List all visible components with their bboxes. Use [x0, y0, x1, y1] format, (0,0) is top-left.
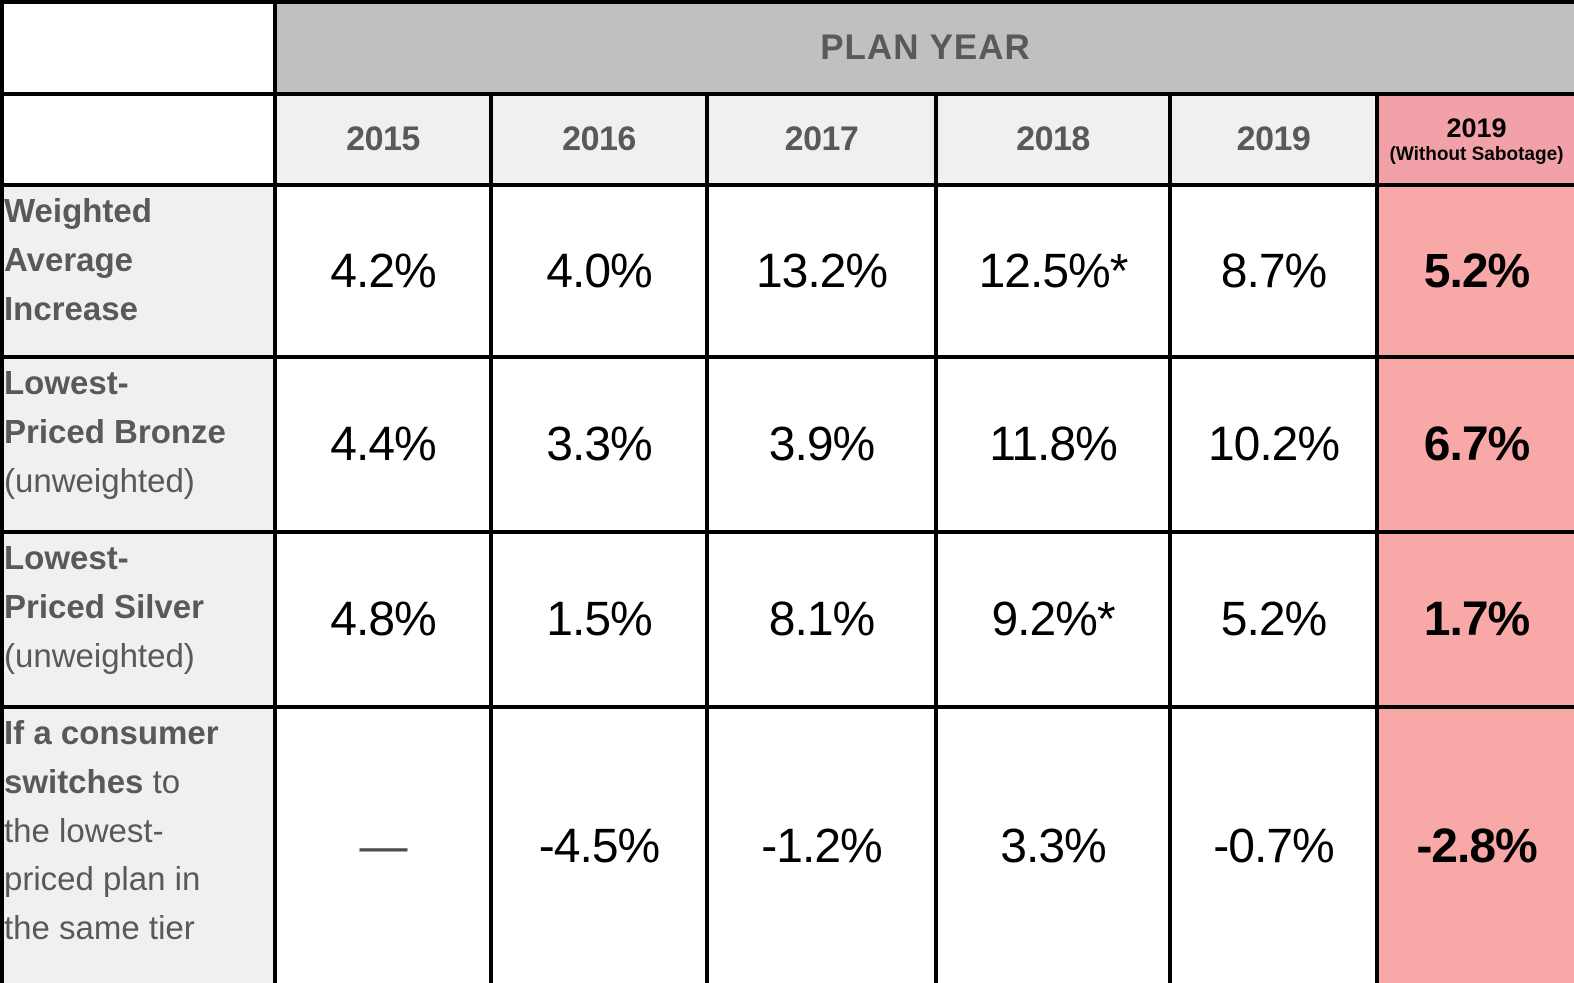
table-row-weighted-average: Weighted Average Increase 4.2% 4.0% 13.2… — [0, 183, 1574, 359]
table-row-consumer-switches: If a consumer switches to the lowest- pr… — [0, 705, 1574, 983]
value-cell: 3.9% — [705, 355, 938, 534]
value-cell: 1.5% — [489, 530, 709, 709]
value-cell: 5.2% — [1168, 530, 1379, 709]
sabotage-value-cell: 6.7% — [1374, 355, 1574, 534]
row-label: If a consumer switches to the lowest- pr… — [0, 705, 277, 983]
row-label-line: Average — [4, 236, 273, 285]
row-label-bold: Weighted — [4, 192, 152, 229]
value-cell: 10.2% — [1168, 355, 1379, 534]
sabotage-header-year: 2019 — [1446, 112, 1507, 143]
value-cell: 4.0% — [489, 183, 709, 359]
row-label-bold: Priced Bronze — [4, 412, 226, 450]
sabotage-header-qualifier: (Without Sabotage) — [1389, 143, 1564, 165]
year-header-2017: 2017 — [705, 92, 938, 187]
row-label-bold: Average — [4, 240, 134, 278]
row-label: Weighted Average Increase — [0, 183, 277, 359]
value-cell: -4.5% — [489, 705, 709, 983]
row-label-line: priced plan in — [4, 855, 273, 904]
year-header-2016: 2016 — [489, 92, 709, 187]
value-cell: 4.4% — [273, 355, 493, 534]
value-cell: -0.7% — [1168, 705, 1379, 983]
row-label-line: Lowest- — [4, 534, 273, 583]
row-label-line: (unweighted) — [4, 457, 273, 506]
row-label-bold: If a consumer — [4, 714, 219, 751]
value-cell: -1.2% — [705, 705, 938, 983]
corner-cell-2 — [0, 92, 277, 187]
value-cell: 11.8% — [934, 355, 1172, 534]
row-label-line: Priced Bronze — [4, 408, 273, 457]
row-label-bold: Lowest- — [4, 364, 129, 401]
value-cell: 4.2% — [273, 183, 493, 359]
value-cell: 3.3% — [934, 705, 1172, 983]
row-label-regular: (unweighted) — [4, 636, 195, 674]
year-header-2019: 2019 — [1168, 92, 1379, 187]
row-label-line: Lowest- — [4, 359, 273, 408]
year-header-2015: 2015 — [273, 92, 493, 187]
row-label-regular: (unweighted) — [4, 461, 195, 499]
table-row-lowest-bronze: Lowest- Priced Bronze (unweighted) 4.4% … — [0, 355, 1574, 534]
row-label-regular: to — [143, 762, 181, 800]
row-label: Lowest- Priced Silver (unweighted) — [0, 530, 277, 709]
row-label-line: (unweighted) — [4, 632, 273, 681]
corner-cell — [0, 0, 277, 96]
plan-year-header: PLAN YEAR — [272, 0, 1574, 96]
sabotage-value-cell: 1.7% — [1374, 530, 1574, 709]
row-label: Lowest- Priced Bronze (unweighted) — [0, 355, 277, 534]
year-header-2018: 2018 — [934, 92, 1172, 187]
sabotage-value-cell: 5.2% — [1374, 183, 1574, 359]
value-cell: 3.3% — [489, 355, 709, 534]
row-label-line: the lowest- — [4, 807, 273, 856]
year-header-row: 2015 2016 2017 2018 2019 2019 (Without S… — [0, 92, 1574, 187]
row-label-line: Increase — [4, 285, 273, 334]
row-label-line: switches to — [4, 758, 273, 807]
value-cell: 12.5%* — [934, 183, 1172, 359]
row-label-bold: switches — [4, 762, 144, 800]
row-label-regular: priced plan in — [4, 860, 201, 898]
value-cell: 8.7% — [1168, 183, 1379, 359]
row-label-line: Priced Silver — [4, 583, 273, 632]
value-cell: — — [273, 705, 493, 983]
value-cell: 4.8% — [273, 530, 493, 709]
table-row-lowest-silver: Lowest- Priced Silver (unweighted) 4.8% … — [0, 530, 1574, 709]
value-cell: 8.1% — [705, 530, 938, 709]
sabotage-value-cell: -2.8% — [1374, 705, 1574, 983]
row-label-line: the same tier — [4, 904, 273, 953]
row-label-line: Weighted — [4, 187, 273, 236]
sabotage-column-header: 2019 (Without Sabotage) — [1374, 92, 1574, 187]
row-label-bold: Increase — [4, 289, 138, 327]
plan-year-header-row: PLAN YEAR — [0, 0, 1574, 96]
value-cell: 9.2%* — [934, 530, 1172, 709]
row-label-regular: the same tier — [4, 909, 195, 947]
row-label-bold: Lowest- — [4, 539, 129, 576]
row-label-line: If a consumer — [4, 709, 273, 758]
row-label-bold: Priced Silver — [4, 587, 204, 625]
value-cell: 13.2% — [705, 183, 938, 359]
row-label-regular: the lowest- — [4, 811, 164, 849]
